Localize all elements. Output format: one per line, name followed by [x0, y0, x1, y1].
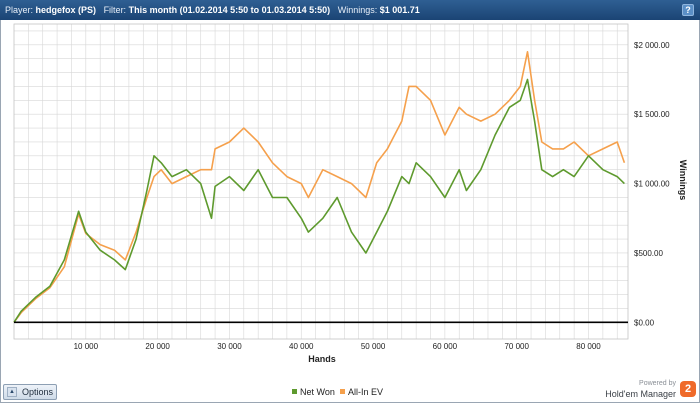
chevron-up-icon: ▲ [7, 387, 17, 397]
x-axis-ticks: 10 000 20 000 30 000 40 000 50 000 60 000 70 0… [74, 342, 602, 351]
x-axis-label: Hands [308, 354, 336, 364]
allin-ev-line [13, 50, 626, 323]
brand-name: Hold'em Manager [605, 389, 676, 399]
powered-by-text: Powered by [639, 380, 676, 387]
y-tick-label: $0.00 [634, 318, 655, 327]
filter-value[interactable]: This month (01.02.2014 5:50 to 01.03.201… [128, 5, 331, 15]
y-tick-label: $1 500.00 [634, 110, 670, 119]
y-tick-label: $2 000.00 [634, 41, 670, 50]
x-tick-label: 20 000 [145, 342, 170, 351]
legend-swatch-net-won [292, 389, 297, 394]
player-value: hedgefox (PS) [35, 5, 97, 15]
y-tick-label: $1 000.00 [634, 180, 670, 189]
help-icon[interactable]: ? [682, 4, 694, 16]
options-button[interactable]: ▲ Options [3, 384, 57, 400]
options-label: Options [22, 387, 54, 397]
player-label: Player: [5, 5, 34, 15]
net-won-line [13, 78, 625, 323]
winnings-value: $1 001.71 [379, 5, 420, 15]
x-tick-label: 10 000 [74, 342, 99, 351]
x-tick-label: 30 000 [217, 342, 242, 351]
winnings-label: Winnings: [337, 5, 378, 15]
series-lines [13, 50, 626, 323]
legend-swatch-allin-ev [340, 389, 345, 394]
y-axis-ticks: $0.00 $500.00 $1 000.00 $1 500.00 $2 000.00 [634, 41, 670, 328]
x-tick-label: 70 000 [504, 342, 529, 351]
legend-label-allin-ev: All-In EV [348, 387, 383, 397]
x-tick-label: 80 000 [576, 342, 601, 351]
x-tick-label: 50 000 [361, 342, 386, 351]
title-bar: Player: hedgefox (PS) Filter: This month… [0, 0, 700, 20]
grid [13, 23, 629, 340]
legend: Net Won All-In EV [292, 387, 383, 397]
x-tick-label: 60 000 [433, 342, 458, 351]
y-tick-label: $500.00 [634, 249, 663, 258]
brand-logo-icon: 2 [680, 381, 696, 397]
plot-border [13, 23, 629, 340]
filter-label: Filter: [103, 5, 127, 15]
x-tick-label: 40 000 [289, 342, 314, 351]
y-axis-label: Winnings [678, 160, 688, 200]
legend-label-net-won: Net Won [300, 387, 335, 397]
